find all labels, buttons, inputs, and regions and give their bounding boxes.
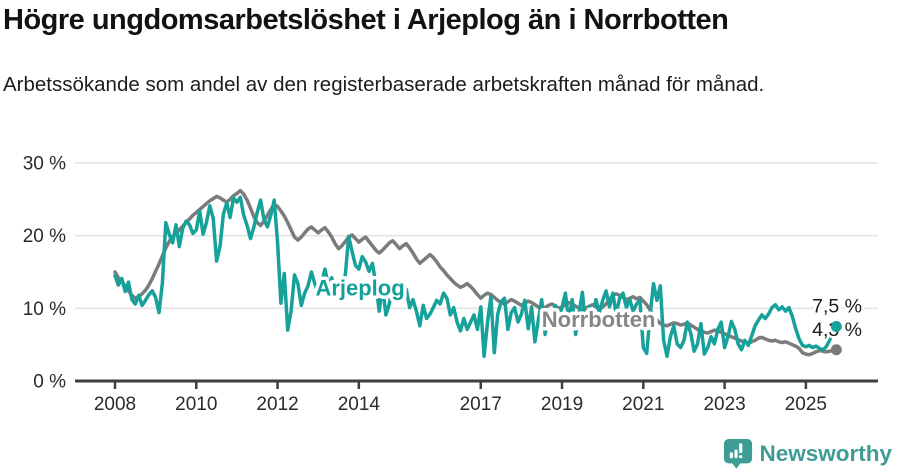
- newsworthy-brand-name: Newsworthy: [759, 440, 892, 466]
- y-tick-label-20: 20 %: [23, 226, 66, 247]
- end-dot-norrbotten: [830, 344, 842, 356]
- series-line-arjeplog: [113, 195, 839, 359]
- newsworthy-logo-icon: [723, 438, 753, 469]
- end-value-label-arjeplog: 7,5 %: [812, 295, 862, 317]
- x-tick-label-2008: 2008: [94, 394, 136, 415]
- chart-subtitle: Arbetssökande som andel av den registerb…: [3, 73, 765, 96]
- y-tick-label-30: 30 %: [23, 153, 66, 174]
- x-tick-label-2025: 2025: [785, 394, 827, 415]
- x-tick-label-2019: 2019: [541, 394, 583, 415]
- x-tick-label-2023: 2023: [703, 394, 745, 415]
- y-tick-label-0: 0 %: [33, 372, 66, 393]
- y-tick-label-10: 10 %: [23, 299, 66, 320]
- x-tick-label-2010: 2010: [175, 394, 217, 415]
- end-dot-arjeplog: [830, 320, 842, 332]
- x-tick-label-2012: 2012: [256, 394, 298, 415]
- chart-title: Högre ungdomsarbetslöshet i Arjeplog än …: [3, 4, 729, 36]
- x-tick-label-2014: 2014: [338, 394, 381, 415]
- x-tick-label-2021: 2021: [622, 394, 664, 415]
- series-label-arjeplog: Arjeplog: [315, 275, 404, 300]
- x-tick-label-2017: 2017: [460, 394, 502, 415]
- newsworthy-attribution: Newsworthy: [723, 438, 892, 469]
- series-label-norrbotten: Norrbotten: [542, 307, 656, 332]
